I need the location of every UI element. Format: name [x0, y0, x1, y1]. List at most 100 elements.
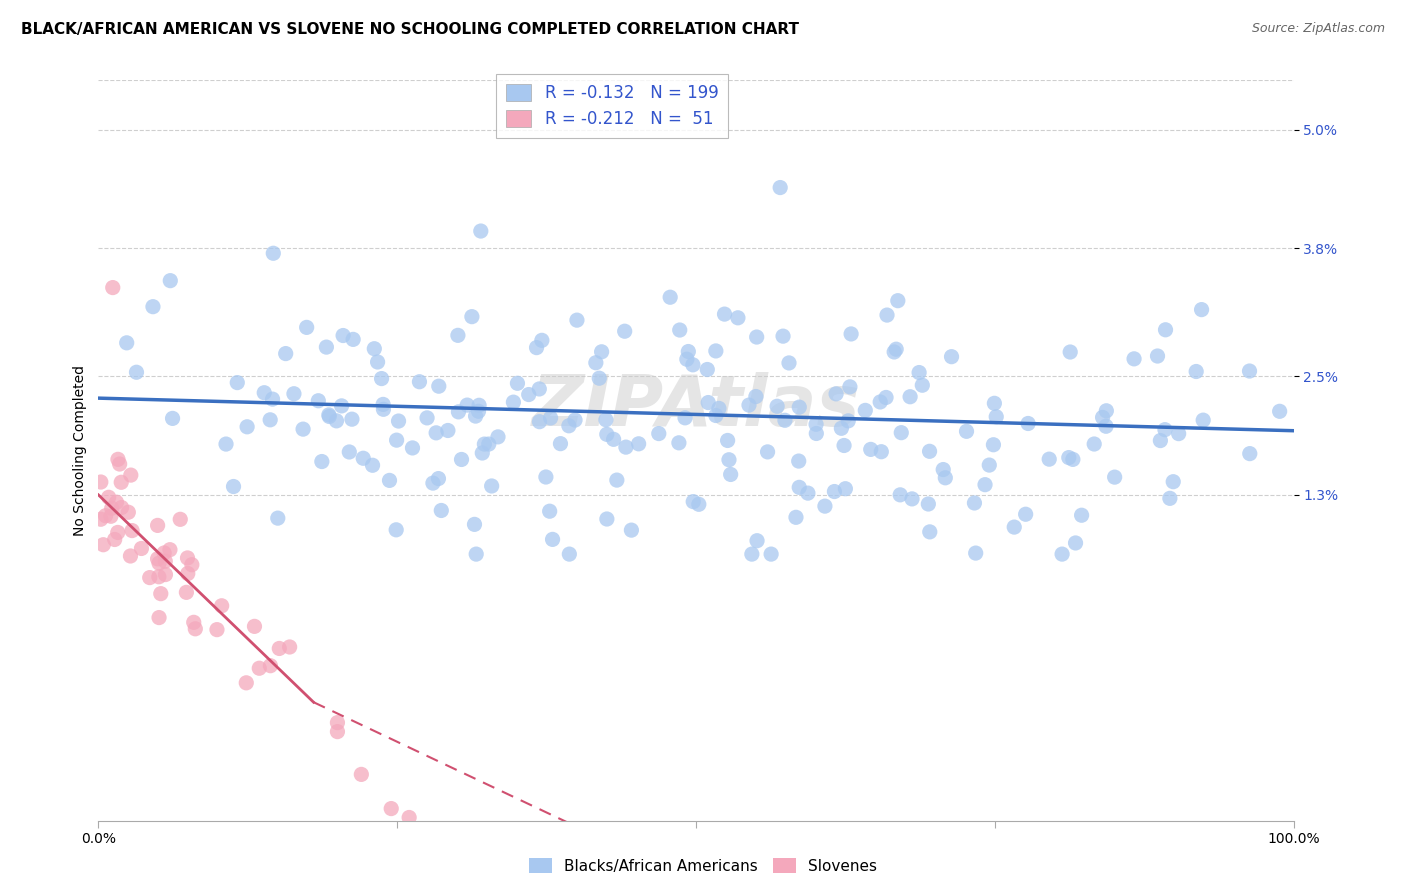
Point — [307, 393, 329, 408]
Point — [1017, 417, 1039, 431]
Point — [1167, 426, 1189, 441]
Point — [104, 533, 127, 547]
Point — [1149, 434, 1171, 448]
Point — [787, 480, 810, 494]
Point — [107, 525, 129, 540]
Point — [115, 335, 138, 350]
Point — [427, 472, 450, 486]
Point — [955, 425, 977, 439]
Point — [934, 471, 956, 485]
Point — [1191, 302, 1213, 317]
Point — [963, 496, 986, 510]
Point — [875, 391, 897, 405]
Point — [330, 399, 353, 413]
Point — [797, 486, 820, 500]
Point — [262, 246, 284, 260]
Point — [463, 517, 485, 532]
Point — [430, 503, 453, 517]
Point — [461, 310, 484, 324]
Point — [741, 547, 763, 561]
Point — [1239, 364, 1261, 378]
Point — [350, 767, 373, 781]
Point — [235, 675, 257, 690]
Point — [830, 421, 852, 435]
Point — [538, 504, 561, 518]
Point — [125, 365, 148, 379]
Point — [468, 398, 491, 412]
Point — [155, 554, 177, 568]
Point — [983, 438, 1005, 452]
Point — [759, 547, 782, 561]
Point — [853, 403, 876, 417]
Point — [342, 332, 364, 346]
Point — [707, 401, 730, 416]
Point — [184, 622, 207, 636]
Point — [90, 512, 112, 526]
Point — [371, 397, 394, 411]
Point — [253, 385, 276, 400]
Point — [889, 488, 911, 502]
Point — [267, 511, 290, 525]
Point — [470, 224, 492, 238]
Point — [464, 409, 486, 423]
Point — [1064, 536, 1087, 550]
Point — [832, 438, 855, 452]
Point — [387, 414, 409, 428]
Point — [121, 524, 143, 538]
Point — [766, 399, 789, 413]
Point — [326, 715, 349, 730]
Point — [1104, 470, 1126, 484]
Point — [941, 350, 963, 364]
Point — [370, 371, 392, 385]
Point — [804, 417, 827, 432]
Point — [283, 386, 305, 401]
Point — [315, 340, 337, 354]
Point — [588, 371, 610, 385]
Point — [176, 550, 198, 565]
Point — [222, 479, 245, 493]
Point — [361, 458, 384, 473]
Text: BLACK/AFRICAN AMERICAN VS SLOVENE NO SCHOOLING COMPLETED CORRELATION CHART: BLACK/AFRICAN AMERICAN VS SLOVENE NO SCH… — [21, 22, 799, 37]
Point — [380, 801, 402, 815]
Point — [385, 523, 408, 537]
Y-axis label: No Schooling Completed: No Schooling Completed — [73, 365, 87, 536]
Point — [676, 352, 699, 367]
Point — [437, 424, 460, 438]
Point — [447, 405, 470, 419]
Point — [340, 412, 363, 426]
Point — [1268, 404, 1291, 418]
Point — [869, 395, 891, 409]
Point — [120, 468, 142, 483]
Point — [720, 467, 742, 482]
Point — [887, 293, 910, 308]
Point — [870, 444, 893, 458]
Point — [668, 435, 690, 450]
Point — [373, 402, 395, 417]
Point — [318, 408, 340, 422]
Point — [318, 409, 340, 424]
Point — [142, 300, 165, 314]
Point — [738, 398, 761, 412]
Point — [1050, 547, 1073, 561]
Point — [107, 452, 129, 467]
Point — [465, 547, 488, 561]
Point — [918, 444, 941, 458]
Point — [146, 551, 169, 566]
Point — [876, 308, 898, 322]
Point — [1095, 404, 1118, 418]
Text: ZIPAtlas: ZIPAtlas — [531, 372, 860, 441]
Point — [1095, 419, 1118, 434]
Point — [1192, 413, 1215, 427]
Point — [704, 409, 727, 423]
Point — [205, 623, 228, 637]
Point — [1239, 447, 1261, 461]
Point — [834, 482, 856, 496]
Point — [890, 425, 912, 440]
Point — [352, 451, 374, 466]
Point — [169, 512, 191, 526]
Point — [785, 510, 807, 524]
Point — [918, 524, 941, 539]
Point — [596, 512, 619, 526]
Point — [859, 442, 882, 457]
Point — [540, 411, 562, 425]
